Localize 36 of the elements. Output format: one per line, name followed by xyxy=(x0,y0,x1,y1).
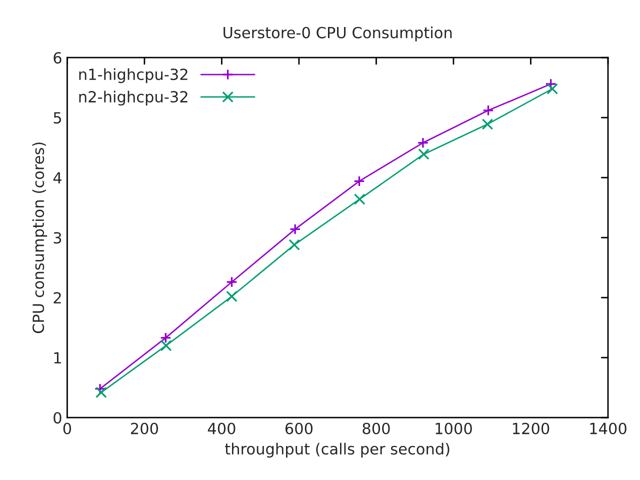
x-tick-label: 200 xyxy=(130,422,158,434)
y-tick-label: 3 xyxy=(54,232,62,244)
point xyxy=(546,83,558,94)
y-tick-label: 5 xyxy=(54,112,62,124)
point xyxy=(354,176,365,187)
y-tick-label: 4 xyxy=(53,172,62,184)
point xyxy=(418,148,430,160)
point xyxy=(482,118,494,130)
x-tick-label: 1200 xyxy=(512,422,550,434)
y-axis-title: CPU consumption (cores) xyxy=(32,142,48,334)
point xyxy=(354,194,366,205)
x-tick-label: 1400 xyxy=(590,422,626,434)
y-tick-label: 6 xyxy=(54,52,62,64)
point xyxy=(160,332,172,344)
point xyxy=(226,290,238,302)
point xyxy=(482,104,494,116)
chart-title: Userstore-0 CPU Consumption xyxy=(224,26,452,42)
point xyxy=(94,383,106,394)
x-tick-label: 0 xyxy=(63,422,72,434)
y-tick-label: 2 xyxy=(54,292,61,304)
point xyxy=(288,239,300,250)
x-tick-label: 600 xyxy=(285,422,313,434)
point xyxy=(417,137,429,148)
x-tick-label: 800 xyxy=(362,422,390,434)
point xyxy=(289,224,301,235)
legend-label: n2-highcpu-32 xyxy=(79,90,188,106)
x-tick-label: 400 xyxy=(208,422,236,434)
point xyxy=(95,386,107,398)
point xyxy=(226,276,238,288)
point xyxy=(545,78,557,90)
x-axis-title: throughput (calls per second) xyxy=(225,442,450,458)
y-tick-label: 1 xyxy=(54,352,61,364)
legend-label: n1-highcpu-32 xyxy=(79,68,188,84)
point xyxy=(160,340,172,352)
x-tick-label: 1000 xyxy=(436,422,472,434)
y-tick-label: 0 xyxy=(54,412,62,424)
